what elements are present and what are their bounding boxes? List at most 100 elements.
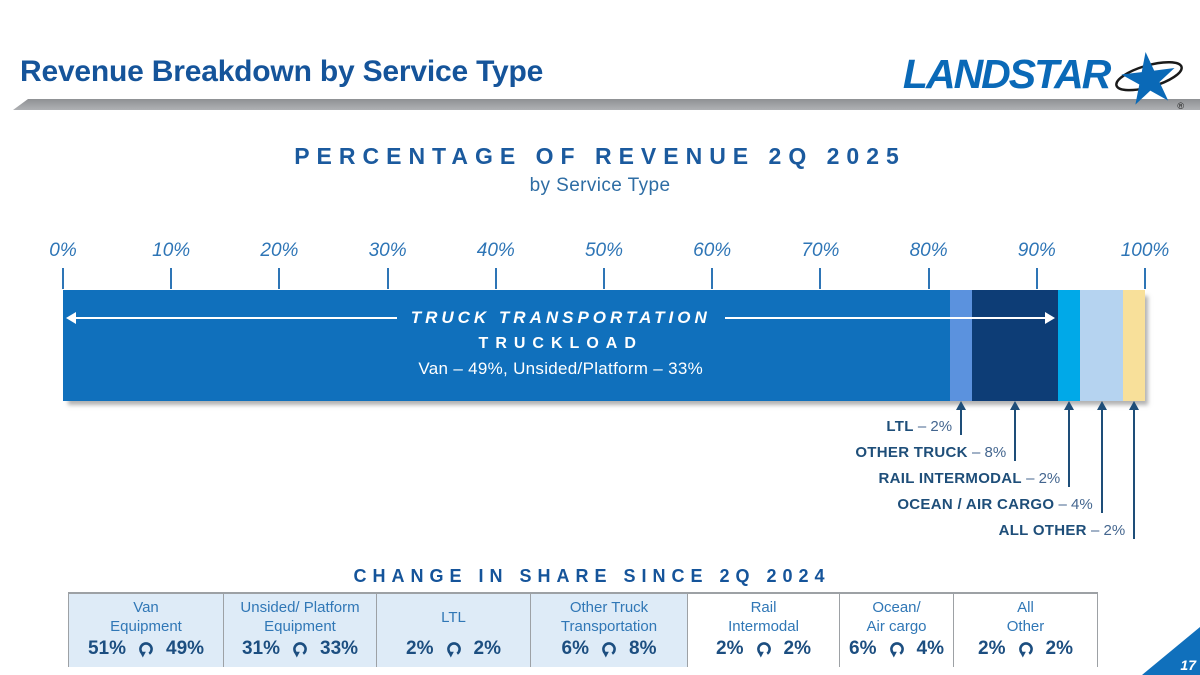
column-header-line: Intermodal — [728, 618, 799, 635]
column-header-line: Transportation — [560, 618, 658, 635]
change-values: 51% 49% — [72, 638, 220, 660]
column-header: Other Truck Transportation — [534, 599, 684, 637]
change-arrow-icon — [756, 641, 772, 658]
table-cell-all-other: All Other 2% 2% — [953, 594, 1097, 667]
page-title: Revenue Breakdown by Service Type — [20, 55, 544, 88]
axis-tick-mark-90 — [1035, 268, 1038, 289]
column-header-line: Van — [133, 599, 159, 617]
table-cell-other-truck-transportation: Other Truck Transportation 6% 8% — [530, 594, 687, 667]
value-previous: 2% — [716, 638, 744, 659]
callout-name: OTHER TRUCK — [855, 444, 968, 461]
column-header: LTL — [380, 599, 527, 637]
callout-name: OCEAN / AIR CARGO — [897, 496, 1055, 513]
column-header: All Other — [957, 599, 1094, 637]
axis-tick-mark-10 — [170, 268, 173, 289]
change-values: 2% 2% — [691, 638, 836, 660]
axis-tick-label-40: 40% — [476, 240, 515, 261]
column-header: Van Equipment — [72, 599, 220, 637]
callout-value: – 2% — [1021, 470, 1061, 487]
callout-label-ocean-air-cargo: OCEAN / AIR CARGO – 4% — [897, 495, 1092, 515]
change-arrow-icon — [446, 641, 462, 658]
landstar-logo-text: LANDSTAR — [902, 51, 1111, 97]
axis-tick-label-80: 80% — [909, 240, 948, 261]
axis-tick-label-30: 30% — [368, 240, 407, 261]
axis-tick-mark-30 — [386, 268, 389, 289]
value-current: 2% — [1045, 638, 1073, 659]
callout-value: – 2% — [913, 418, 953, 435]
value-current: 2% — [783, 638, 811, 659]
column-header: Unsided/ Platform Equipment — [227, 599, 373, 637]
value-current: 49% — [166, 638, 205, 659]
bar-segment-other-truck — [971, 290, 1059, 401]
callout-arrow-all-other — [1129, 401, 1140, 539]
change-arrow-icon — [292, 641, 308, 658]
truckload-detail: Van – 49%, Unsided/Platform – 33% — [418, 359, 703, 378]
axis-tick-label-10: 10% — [152, 240, 191, 261]
change-arrow-icon — [889, 641, 905, 658]
column-header-line: Other — [1006, 618, 1045, 635]
callout-label-ltl: LTL – 2% — [886, 417, 952, 437]
column-header-line: Equipment — [264, 618, 336, 635]
axis-tick-mark-80 — [927, 268, 930, 289]
bar-segment-rail-intermodal — [1058, 290, 1081, 401]
table-cell-rail-intermodal: Rail Intermodal 2% 2% — [687, 594, 839, 667]
page-number: 17 — [1180, 657, 1196, 673]
truckload-label: TRUCKLOAD — [478, 335, 643, 352]
table-cell-unsided-platform-equipment: Unsided/ Platform Equipment 31% 33% — [223, 594, 376, 667]
callout-value: – 4% — [1054, 496, 1093, 513]
bar-segment-all-other — [1123, 290, 1145, 401]
axis-tick-mark-60 — [711, 268, 714, 289]
change-values: 31% 33% — [227, 638, 373, 660]
right-arrow-icon — [724, 312, 1056, 324]
axis-tick-mark-20 — [278, 268, 281, 289]
column-header: Rail Intermodal — [691, 599, 836, 637]
bar-segment-truckload — [63, 290, 951, 401]
column-header: Ocean/Air cargo — [843, 599, 950, 637]
column-header-line: Unsided/ Platform — [240, 599, 360, 617]
truck-transportation-overlay: TRUCK TRANSPORTATION TRUCKLOAD Van – 49%… — [63, 290, 1058, 401]
change-values: 6% 4% — [843, 638, 950, 660]
axis-tick-label-0: 0% — [49, 240, 77, 261]
callout-label-other-truck: OTHER TRUCK – 8% — [855, 443, 1006, 463]
callout-arrow-ocean-air-cargo — [1096, 401, 1107, 513]
revenue-bar — [63, 290, 1145, 401]
change-values: 2% 2% — [380, 638, 527, 660]
value-current: 4% — [916, 638, 944, 659]
change-values: 2% 2% — [957, 638, 1094, 660]
value-previous: 6% — [849, 638, 877, 659]
chart-title: PERCENTAGE OF REVENUE 2Q 2025 — [294, 143, 906, 169]
left-arrow-icon — [66, 312, 397, 324]
stacked-bar-chart: 0% 10% 20% 30% 40% 50% 60% 70% 80% 90% 100% TRUCK … — [49, 240, 1169, 570]
axis-tick-label-60: 60% — [693, 240, 732, 261]
axis-tick-label-100: 100% — [1120, 240, 1170, 261]
landstar-logo: LANDSTAR ® — [903, 48, 1184, 115]
segment-callouts: LTL – 2% OTHER TRUCK – 8% RAIL INTERMODAL … — [63, 401, 1145, 566]
value-current: 2% — [473, 638, 501, 659]
axis-tick-label-90: 90% — [1017, 240, 1056, 261]
change-arrow-icon — [138, 641, 154, 658]
callout-label-rail-intermodal: RAIL INTERMODAL – 2% — [879, 469, 1061, 489]
table-cell-van-equipment: Van Equipment 51% 49% — [69, 594, 223, 667]
axis-tick-mark-40 — [494, 268, 497, 289]
axis-tick-mark-0 — [62, 268, 64, 289]
callout-arrow-other-truck — [1010, 401, 1021, 461]
column-header-line: Ocean/ — [872, 599, 921, 617]
change-arrow-icon — [1018, 641, 1034, 658]
column-header-line: Equipment — [110, 618, 182, 635]
change-table: Van Equipment 51% 49% Unsided/ Platform Equi… — [68, 592, 1098, 667]
callout-value: – 2% — [1086, 522, 1126, 539]
column-header-line: Rail — [750, 599, 777, 617]
callout-label-all-other: ALL OTHER – 2% — [999, 521, 1126, 541]
callout-arrow-rail-intermodal — [1064, 401, 1075, 487]
callout-name: LTL — [886, 418, 914, 435]
callout-value: – 8% — [967, 444, 1007, 461]
landstar-star-icon — [1111, 48, 1187, 115]
column-header-line: Air cargo — [866, 618, 927, 635]
axis-tick-label-70: 70% — [801, 240, 840, 261]
axis-tick-mark-70 — [819, 268, 822, 289]
axis-tick-mark-50 — [603, 268, 605, 289]
registered-mark: ® — [1177, 101, 1184, 111]
value-previous: 51% — [87, 638, 126, 659]
title-underline-bar — [13, 99, 1200, 110]
column-header-line: Other Truck — [569, 599, 649, 617]
